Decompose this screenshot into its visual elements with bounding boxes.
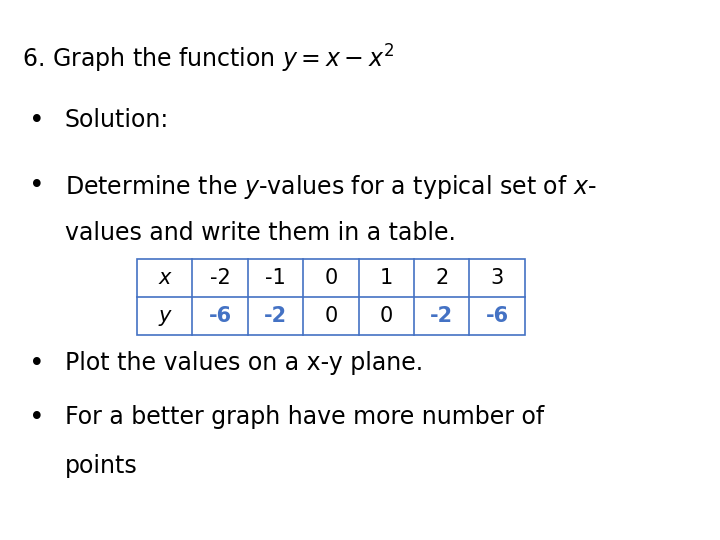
Text: -1: -1 <box>265 268 286 288</box>
Text: 0: 0 <box>324 306 338 326</box>
Text: •: • <box>29 405 45 431</box>
Text: •: • <box>29 108 45 134</box>
Text: -6: -6 <box>485 306 509 326</box>
Text: •: • <box>29 173 45 199</box>
Text: 1: 1 <box>379 268 393 288</box>
Text: -2: -2 <box>430 306 454 326</box>
Bar <box>137 259 525 335</box>
Text: Determine the $y$-values for a typical set of $x$-: Determine the $y$-values for a typical s… <box>65 173 596 201</box>
Text: 0: 0 <box>379 306 393 326</box>
Text: Plot the values on a x-y plane.: Plot the values on a x-y plane. <box>65 351 423 375</box>
Text: 3: 3 <box>490 268 504 288</box>
Text: -6: -6 <box>208 306 232 326</box>
Text: x: x <box>158 268 171 288</box>
Text: values and write them in a table.: values and write them in a table. <box>65 221 456 245</box>
Text: -2: -2 <box>210 268 230 288</box>
Text: Solution:: Solution: <box>65 108 169 132</box>
Text: -2: -2 <box>264 306 287 326</box>
Text: For a better graph have more number of: For a better graph have more number of <box>65 405 544 429</box>
Text: 0: 0 <box>324 268 338 288</box>
Text: y: y <box>158 306 171 326</box>
Text: 6. Graph the function $y = x - x^2$: 6. Graph the function $y = x - x^2$ <box>22 43 394 76</box>
Text: •: • <box>29 351 45 377</box>
Text: points: points <box>65 454 138 477</box>
Text: 2: 2 <box>435 268 449 288</box>
